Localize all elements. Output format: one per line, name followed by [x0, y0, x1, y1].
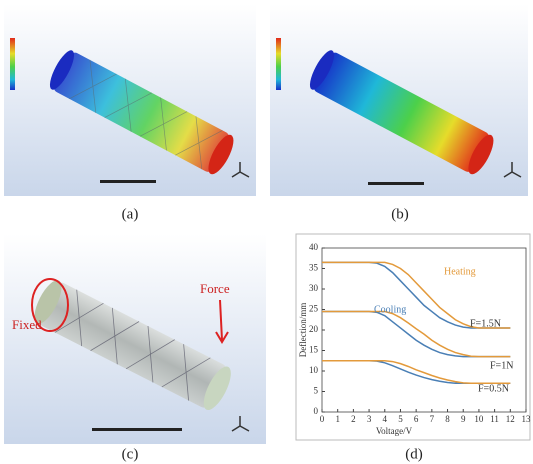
x-tick-label: 13 — [522, 414, 532, 424]
annotation: F=0.5N — [478, 383, 509, 394]
y-tick-label: 5 — [314, 386, 319, 396]
x-tick-label: 4 — [383, 414, 388, 424]
annotation: F=1.5N — [470, 318, 501, 329]
x-tick-label: 7 — [430, 414, 435, 424]
x-tick-label: 9 — [461, 414, 466, 424]
x-tick-label: 5 — [398, 414, 403, 424]
panel-label: (a) — [122, 206, 139, 222]
x-tick-label: 1 — [335, 414, 340, 424]
y-tick-label: 15 — [309, 345, 319, 355]
color-legend — [276, 38, 281, 90]
y-axis-label: Deflection/mm — [298, 303, 308, 357]
panel-label: (c) — [122, 446, 139, 462]
x-tick-label: 2 — [351, 414, 356, 424]
figure: (a) (b) Fixed Force (c) 0510152025303540… — [0, 0, 533, 464]
x-tick-label: 6 — [414, 414, 419, 424]
panel-label: (b) — [391, 206, 409, 222]
annotation: F=1N — [490, 360, 513, 371]
y-tick-label: 10 — [309, 365, 319, 375]
x-tick-label: 12 — [506, 414, 515, 424]
scale-bar — [368, 182, 424, 185]
x-tick-label: 8 — [445, 414, 450, 424]
x-tick-label: 10 — [474, 414, 484, 424]
y-tick-label: 25 — [309, 304, 319, 314]
y-tick-label: 40 — [309, 242, 319, 252]
annotation: Heating — [444, 266, 476, 277]
annotation: Force — [200, 281, 230, 296]
x-tick-label: 11 — [490, 414, 499, 424]
scale-bar — [92, 428, 182, 431]
x-tick-label: 0 — [320, 414, 325, 424]
annotation: Cooling — [374, 304, 406, 315]
panel-label: (d) — [405, 446, 423, 462]
y-tick-label: 35 — [309, 263, 319, 273]
y-tick-label: 0 — [314, 406, 319, 416]
scale-bar — [100, 180, 156, 183]
x-tick-label: 3 — [367, 414, 372, 424]
x-axis-label: Voltage/V — [376, 426, 413, 436]
color-legend — [10, 38, 15, 90]
annotation: Fixed — [12, 317, 42, 332]
y-tick-label: 30 — [309, 283, 319, 293]
y-tick-label: 20 — [309, 324, 319, 334]
